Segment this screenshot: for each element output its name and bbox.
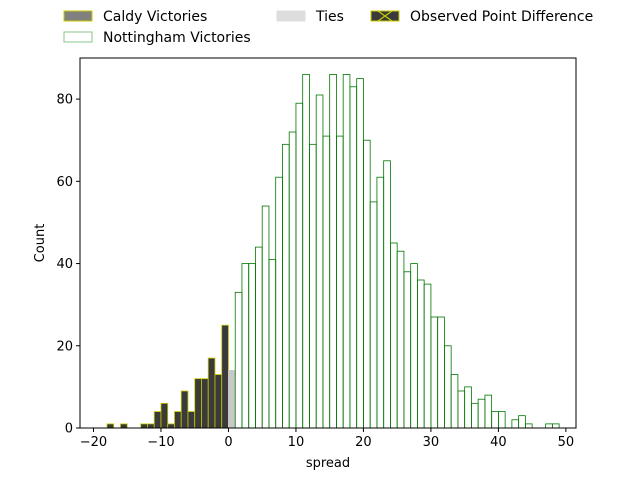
bar-nottingham [295,102,304,429]
bar-nottingham [396,250,405,429]
x-tick-label: 50 [558,435,575,450]
bar-nottingham [282,143,290,429]
bar-nottingham [444,345,452,429]
bar-nottingham [551,423,560,429]
x-tick-label: 20 [355,435,372,450]
legend-label-caldy: Caldy Victories [103,9,207,25]
bar-nottingham [322,135,331,429]
bar-nottingham [302,74,310,429]
bar-caldy [214,374,223,429]
bar-nottingham [248,263,256,429]
y-tick-label: 60 [56,175,73,190]
bar-nottingham [315,94,324,429]
bar-nottingham [437,316,445,429]
bar-nottingham [369,201,378,429]
bar-nottingham [464,386,472,429]
bar-nottingham [511,419,520,429]
bar-caldy [221,324,229,429]
bar-caldy [140,423,148,429]
bar-caldy [194,378,202,429]
bar-caldy [174,411,182,429]
bar-ties [228,370,236,429]
x-tick-label: −20 [80,435,107,450]
bar-nottingham [268,259,277,429]
bar-caldy [147,423,155,429]
bar-nottingham [261,205,270,429]
bar-nottingham [241,263,250,429]
bar-nottingham [390,242,398,429]
bar-nottingham [309,143,317,429]
bar-nottingham [383,160,391,429]
bar-nottingham [430,316,439,429]
legend: Caldy Victories Ties Observed Point Diff… [63,9,593,46]
bars-layer [106,74,560,429]
bar-caldy [120,423,128,429]
bar-nottingham [497,411,506,429]
bar-nottingham [329,74,337,429]
legend-swatch-ties [276,10,306,22]
x-tick-label: −10 [147,435,174,450]
bar-caldy [180,390,189,429]
bar-nottingham [410,263,418,429]
x-axis-label: spread [306,456,350,471]
legend-swatch-observed [370,10,400,22]
legend-label-observed: Observed Point Difference [410,9,593,25]
bar-nottingham [470,402,479,429]
bar-nottingham [423,283,432,429]
bar-nottingham [457,390,466,429]
bar-nottingham [275,176,283,429]
bar-nottingham [234,291,243,429]
x-tick-label: 40 [490,435,507,450]
plot-frame [79,57,577,429]
bar-caldy [106,423,115,429]
bar-nottingham [477,398,486,429]
bar-nottingham [450,374,459,429]
bar-nottingham [255,246,263,429]
x-tick-label: 30 [423,435,440,450]
bar-caldy [167,423,175,429]
bar-nottingham [349,86,358,429]
bar-caldy [201,378,209,429]
x-axis-ticks: −20 −10 0 10 20 30 40 50 [80,428,574,450]
bar-nottingham [484,394,493,429]
bar-caldy [153,411,162,429]
bar-nottingham [336,135,344,429]
x-tick-label: 10 [288,435,305,450]
bar-caldy [207,357,216,429]
bar-nottingham [356,78,364,429]
bar-nottingham [417,279,425,429]
legend-swatch-nottingham [63,31,93,43]
bar-nottingham [403,271,412,429]
y-tick-label: 0 [65,422,73,437]
bar-nottingham [342,74,351,429]
y-tick-label: 40 [56,257,73,272]
bar-nottingham [545,423,553,429]
x-tick-label: 0 [224,435,232,450]
y-tick-label: 80 [56,93,73,108]
bar-caldy [160,402,169,429]
bar-nottingham [363,139,371,429]
legend-swatch-caldy [63,10,93,22]
bar-nottingham [518,415,526,429]
bar-caldy [187,411,196,429]
y-axis-label: Count [33,224,48,263]
legend-label-ties: Ties [315,9,344,25]
legend-label-nottingham: Nottingham Victories [103,30,251,46]
bar-nottingham [491,411,499,429]
bar-nottingham [524,423,533,429]
bar-nottingham [376,176,385,429]
y-tick-label: 20 [56,339,73,354]
y-axis-ticks: 0 20 40 60 80 [56,93,80,437]
bar-nottingham [288,131,297,429]
